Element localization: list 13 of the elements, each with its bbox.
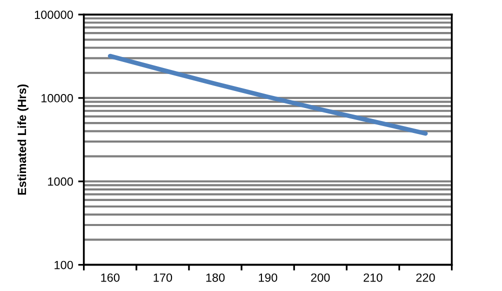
y-tick-label: 100 xyxy=(54,260,73,270)
x-tick-label: 200 xyxy=(311,273,330,282)
x-tick-label: 220 xyxy=(416,273,435,282)
y-tick-label: 1000 xyxy=(48,177,73,186)
y-axis-title: Estimated Life (Hrs) xyxy=(17,84,28,195)
y-tick-label: 10000 xyxy=(41,94,73,102)
y-tick-label: 100000 xyxy=(34,10,73,19)
x-tick-label: 160 xyxy=(101,273,120,282)
x-tick-label: 180 xyxy=(206,273,225,282)
x-tick-label: 170 xyxy=(154,273,172,282)
line-series xyxy=(108,54,428,136)
x-tick-label: 210 xyxy=(364,273,382,282)
x-tick-label: 190 xyxy=(258,273,278,282)
